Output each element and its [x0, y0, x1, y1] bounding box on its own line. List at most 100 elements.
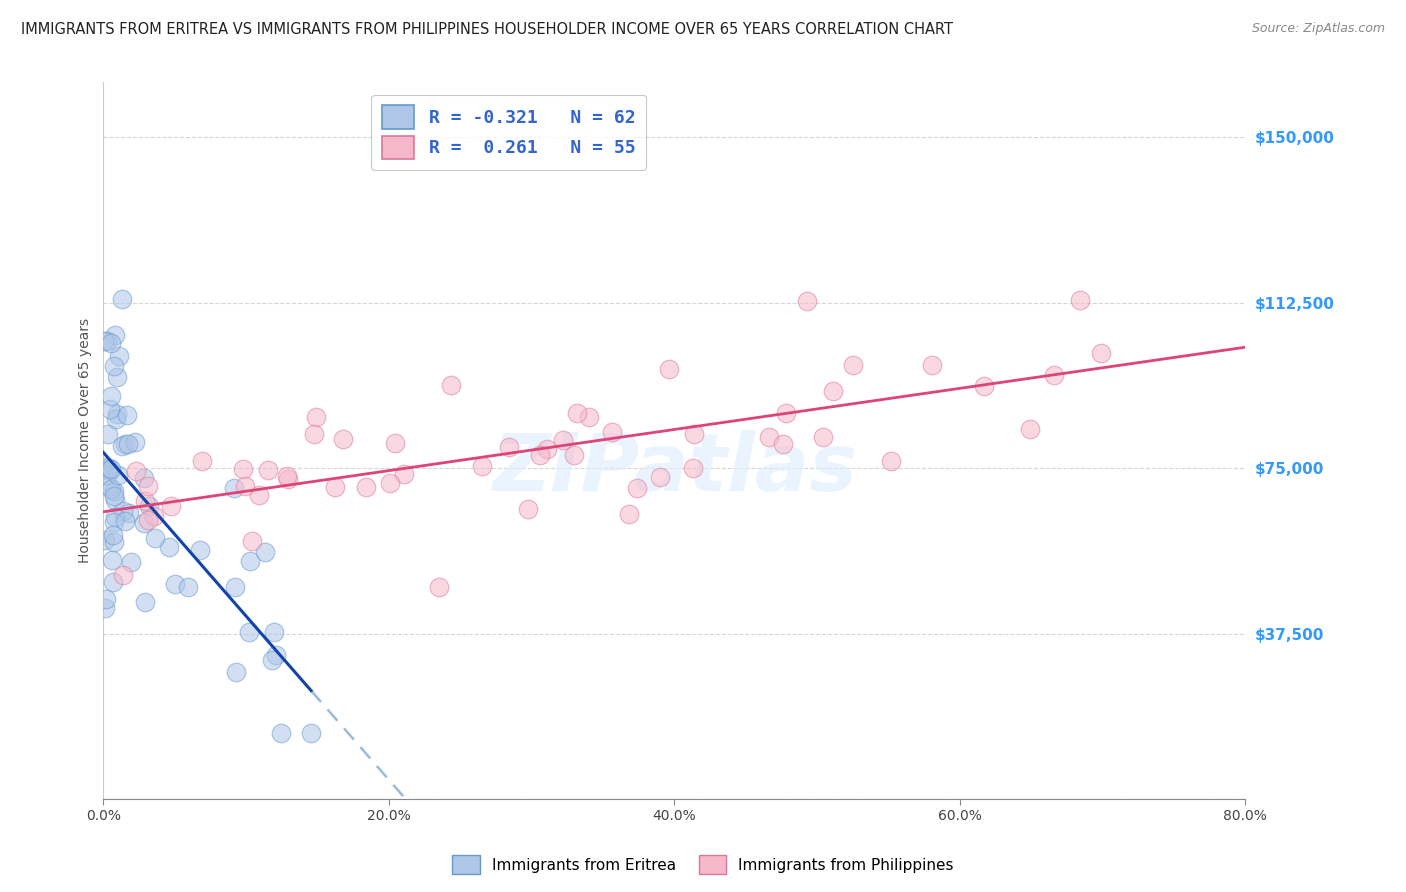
Point [142, 508, 165, 523]
Point [578, 409, 600, 424]
Point [97, 463, 120, 477]
Point [772, 437, 794, 451]
Point [232, 462, 254, 476]
Point [264, 648, 287, 663]
Point [225, 665, 247, 679]
Point [879, 454, 901, 468]
Point [136, 479, 159, 493]
Point [103, 489, 125, 503]
Legend: Immigrants from Eritrea, Immigrants from Philippines: Immigrants from Eritrea, Immigrants from… [446, 849, 960, 880]
Point [257, 463, 280, 477]
Point [471, 458, 494, 473]
Point [118, 506, 141, 520]
Point [103, 359, 125, 374]
Point [682, 461, 704, 475]
Point [276, 468, 298, 483]
Point [111, 439, 134, 453]
Point [190, 542, 212, 557]
Point [177, 581, 200, 595]
Point [658, 361, 681, 376]
Point [159, 499, 181, 513]
Point [143, 532, 166, 546]
Text: IMMIGRANTS FROM ERITREA VS IMMIGRANTS FROM PHILIPPINES HOUSEHOLDER INCOME OVER 6: IMMIGRANTS FROM ERITREA VS IMMIGRANTS FR… [21, 22, 953, 37]
Point [254, 545, 277, 559]
Point [100, 336, 122, 351]
Point [758, 430, 780, 444]
Point [114, 436, 136, 450]
Point [238, 624, 260, 639]
Point [103, 574, 125, 589]
Text: ZIPatlas: ZIPatlas [492, 430, 856, 508]
Point [93, 334, 115, 349]
Point [1043, 368, 1066, 382]
Point [108, 349, 131, 363]
Point [134, 516, 156, 531]
Point [841, 359, 863, 373]
Point [117, 437, 139, 451]
Point [134, 595, 156, 609]
Point [305, 410, 328, 425]
Point [115, 408, 138, 422]
Point [100, 553, 122, 567]
Point [392, 467, 415, 482]
Point [270, 726, 292, 740]
Point [132, 471, 155, 485]
Point [107, 467, 129, 482]
Point [96, 468, 118, 483]
Text: Source: ZipAtlas.com: Source: ZipAtlas.com [1251, 22, 1385, 36]
Point [823, 384, 845, 399]
Point [163, 577, 186, 591]
Point [105, 412, 128, 426]
Point [104, 492, 127, 507]
Point [138, 499, 160, 513]
Point [517, 502, 540, 516]
Point [103, 515, 125, 529]
Point [796, 293, 818, 308]
Point [973, 379, 995, 393]
Point [811, 430, 834, 444]
Point [112, 568, 135, 582]
Point [277, 472, 299, 486]
Point [98, 402, 121, 417]
Point [1018, 422, 1040, 436]
Point [104, 328, 127, 343]
Point [921, 358, 943, 372]
Point [551, 434, 574, 448]
Point [304, 427, 326, 442]
Point [626, 482, 648, 496]
Point [380, 475, 402, 490]
Point [617, 508, 640, 522]
Point [775, 406, 797, 420]
Point [100, 482, 122, 496]
Point [101, 528, 124, 542]
Point [97, 427, 120, 442]
Point [564, 448, 586, 462]
Point [134, 494, 156, 508]
Point [93, 601, 115, 615]
Point [157, 540, 180, 554]
Point [105, 370, 128, 384]
Point [104, 509, 127, 524]
Point [111, 503, 134, 517]
Point [263, 624, 285, 639]
Point [384, 436, 406, 450]
Point [1090, 346, 1112, 360]
Point [120, 555, 142, 569]
Legend: R = -0.321   N = 62, R =  0.261   N = 55: R = -0.321 N = 62, R = 0.261 N = 55 [371, 95, 647, 169]
Point [247, 488, 270, 502]
Y-axis label: Householder Income Over 65 years: Householder Income Over 65 years [79, 318, 93, 563]
Point [600, 425, 623, 439]
Point [332, 432, 354, 446]
Point [114, 514, 136, 528]
Point [124, 464, 146, 478]
Point [233, 479, 256, 493]
Point [103, 535, 125, 549]
Point [93, 533, 115, 547]
Point [97, 461, 120, 475]
Point [440, 378, 463, 392]
Point [111, 292, 134, 306]
Point [299, 726, 322, 740]
Point [262, 652, 284, 666]
Point [100, 389, 122, 403]
Point [565, 406, 588, 420]
